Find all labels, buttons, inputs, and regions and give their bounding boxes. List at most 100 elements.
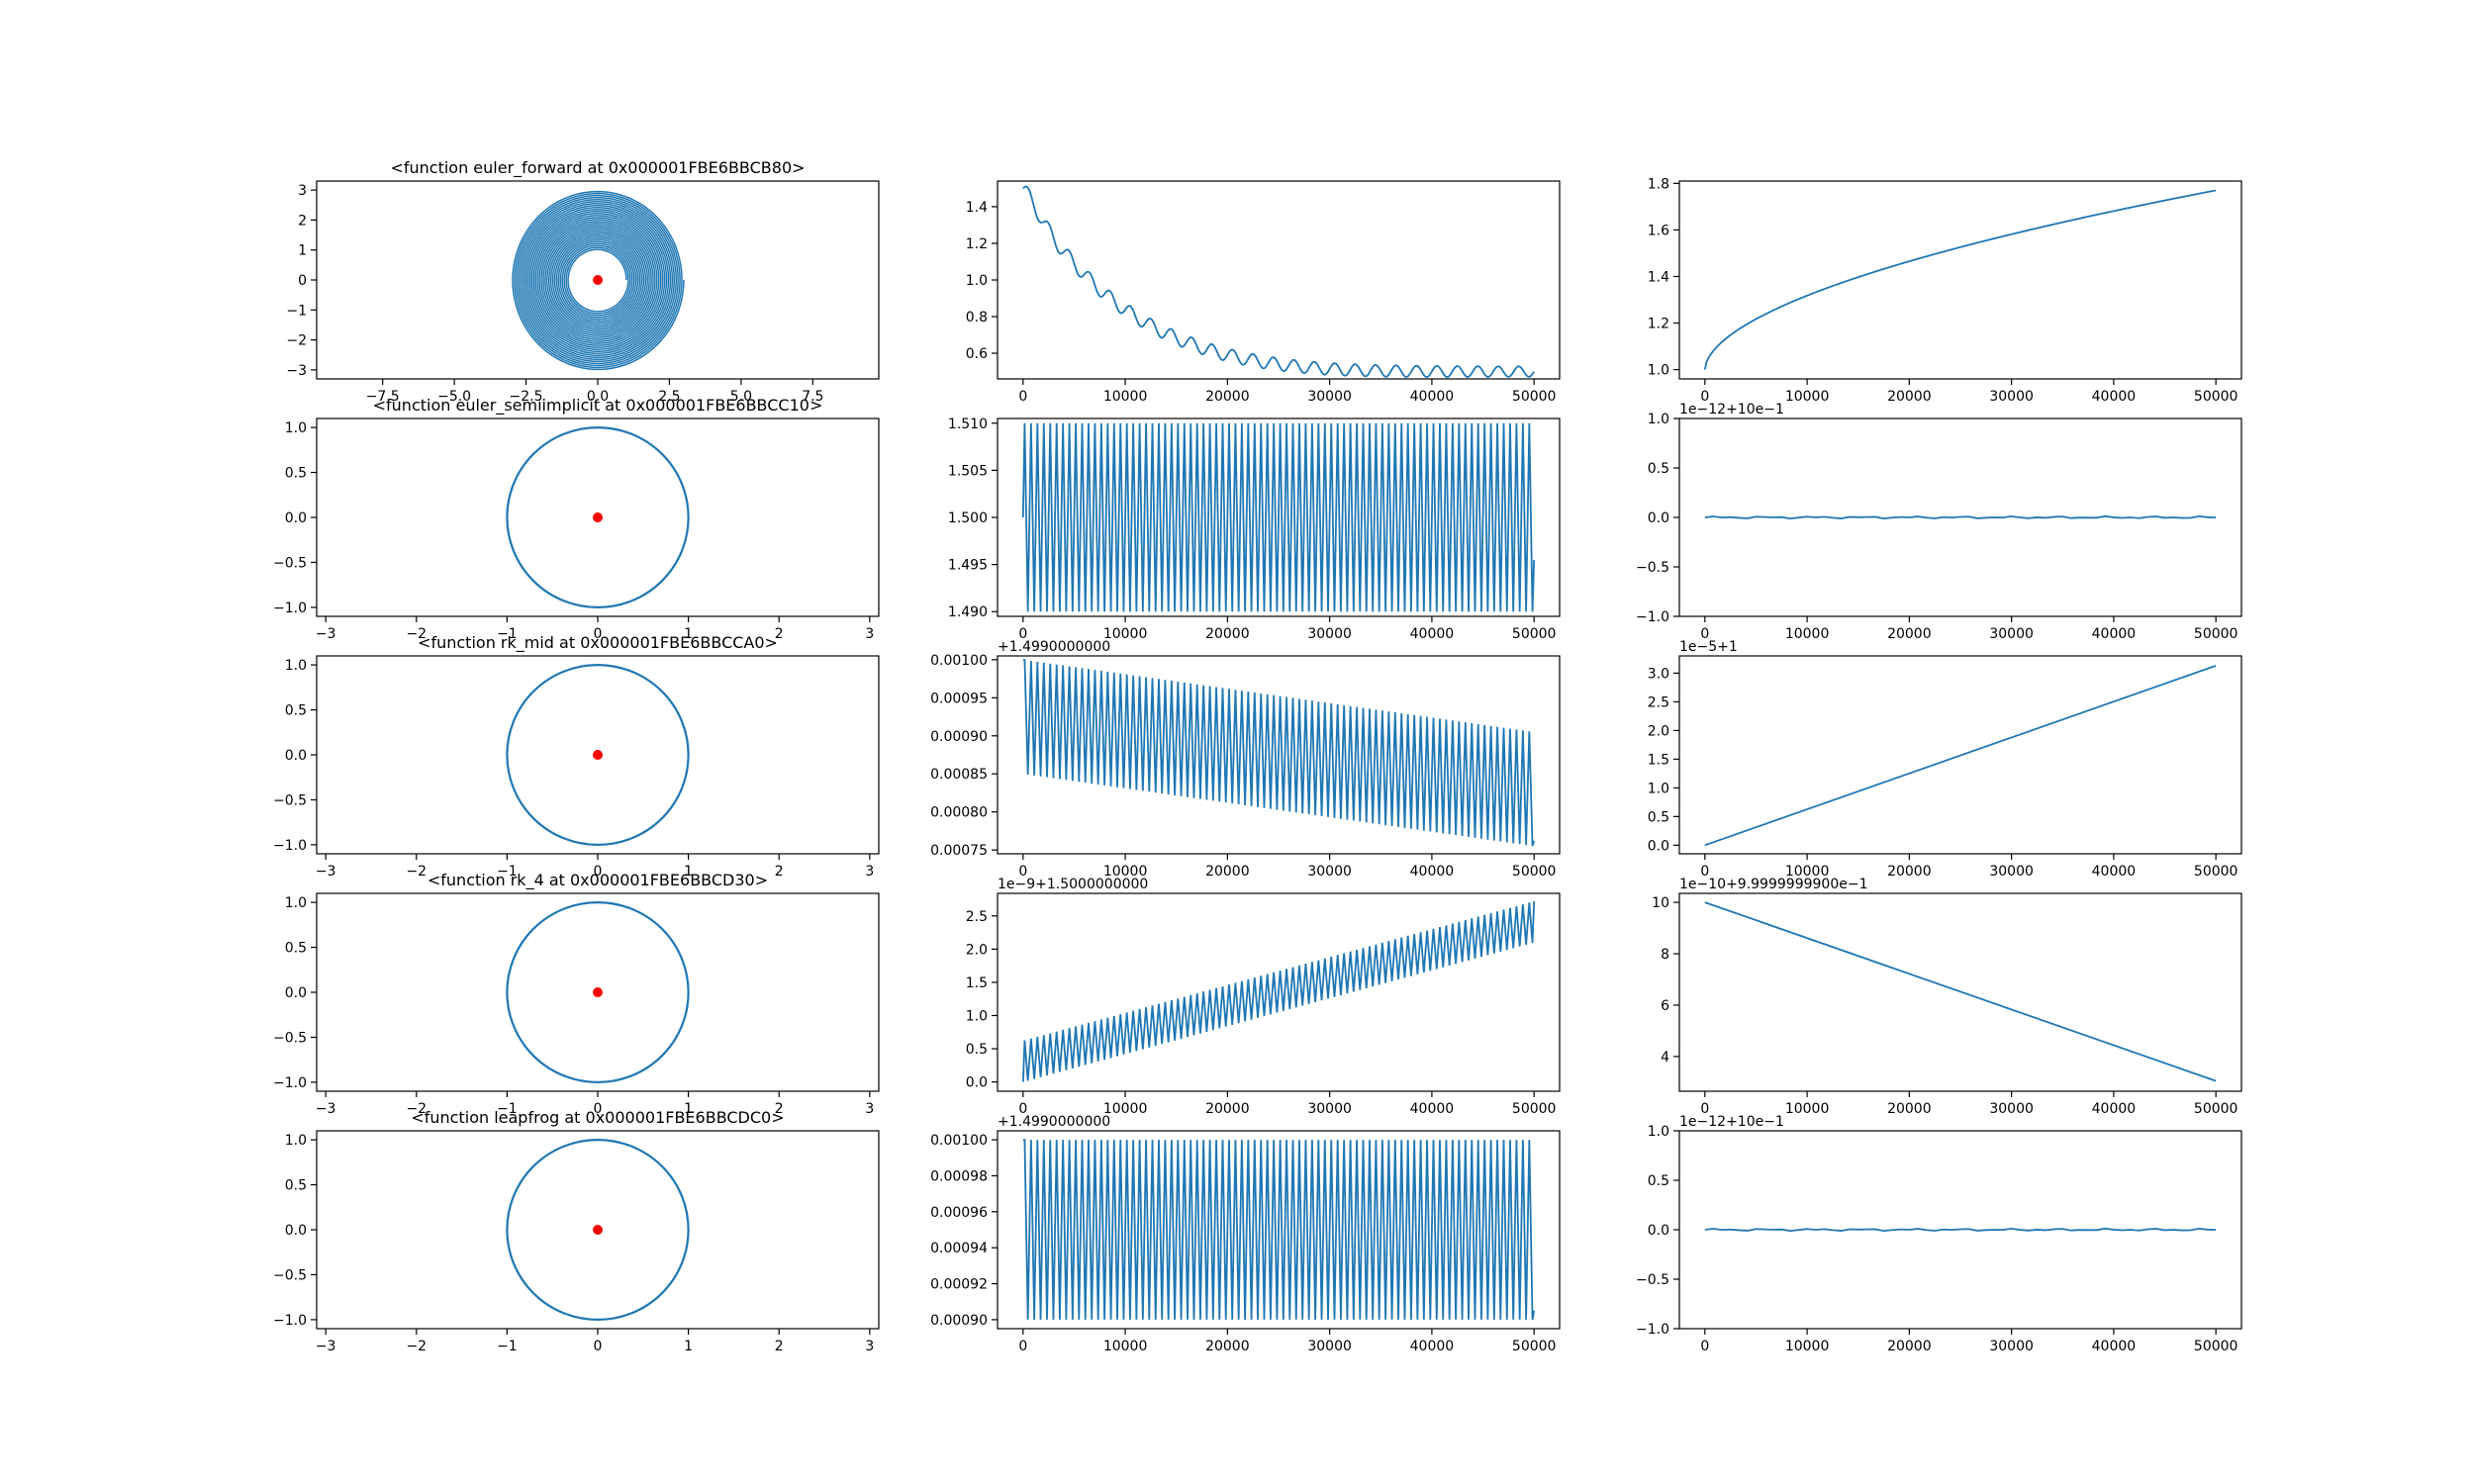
origin-marker bbox=[593, 987, 603, 997]
y-tick-label: 1.0 bbox=[1648, 363, 1669, 379]
y-tick-label: 0.5 bbox=[285, 466, 307, 482]
chart-title: <function rk_mid at 0x000001FBE6BBCCA0> bbox=[418, 633, 778, 653]
x-tick-label: 40000 bbox=[2092, 1339, 2137, 1354]
series-line bbox=[1703, 189, 2217, 370]
y-tick-label: −1.0 bbox=[1636, 1322, 1669, 1338]
x-tick-label: 0 bbox=[594, 626, 603, 642]
x-tick-label: 20000 bbox=[1205, 626, 1250, 642]
y-tick-label: 1.0 bbox=[285, 895, 307, 911]
plot-area bbox=[1704, 901, 2217, 1082]
y-tick-label: 0.00085 bbox=[930, 767, 988, 783]
chart-6: 0 10000 20000 30000 40000 50000 −1.0 −0.5 0.0 0.5… bbox=[1636, 402, 2242, 642]
plot-area bbox=[1703, 189, 2217, 370]
x-tick-label: 40000 bbox=[1410, 626, 1455, 642]
x-tick-label: −7.5 bbox=[366, 389, 400, 405]
y-tick-label: 1.490 bbox=[948, 604, 988, 620]
chart-10: −3 −2 −1 0 1 2 3 −1.0 −0.5 0.0 0.5 1.0 <function rk_… bbox=[273, 871, 880, 1117]
y-tick-label: −1.0 bbox=[1636, 609, 1669, 625]
x-tick-label: 3 bbox=[865, 1101, 874, 1117]
x-tick-label: 10000 bbox=[1103, 864, 1148, 880]
x-tick-label: 2 bbox=[775, 1101, 784, 1117]
x-tick-label: −1 bbox=[497, 626, 518, 642]
x-tick-label: 50000 bbox=[1512, 626, 1557, 642]
x-tick-label: 0 bbox=[1018, 1339, 1027, 1354]
y-tick-label: −0.5 bbox=[273, 792, 307, 808]
plot-area bbox=[1704, 514, 2217, 520]
series-line bbox=[1704, 1227, 2217, 1233]
x-tick-label: 20000 bbox=[1887, 1101, 1932, 1117]
x-tick-label: 2 bbox=[775, 864, 784, 880]
x-tick-label: −1 bbox=[497, 1339, 518, 1354]
x-tick-label: −5.0 bbox=[437, 389, 471, 405]
x-tick-label: 20000 bbox=[1887, 389, 1932, 405]
y-tick-label: −2 bbox=[286, 333, 307, 349]
y-tick-label: 6 bbox=[1661, 998, 1669, 1014]
x-tick-label: 40000 bbox=[1410, 864, 1455, 880]
axes-frame bbox=[997, 1130, 1561, 1330]
plot-area bbox=[506, 900, 690, 1084]
orbit-line bbox=[506, 900, 690, 1084]
orbit-line bbox=[506, 663, 690, 847]
chart-11: 0 10000 20000 30000 40000 50000 0.0 0.5 1.0 1.5 2.… bbox=[966, 877, 1561, 1117]
x-tick-label: 0 bbox=[594, 1101, 603, 1117]
chart-5: 0 10000 20000 30000 40000 50000 1.490 1.495 1.50… bbox=[948, 417, 1561, 642]
y-tick-label: −1.0 bbox=[273, 1075, 307, 1091]
series-line bbox=[1704, 514, 2217, 520]
x-tick-label: 40000 bbox=[2092, 626, 2137, 642]
x-tick-label: 10000 bbox=[1785, 1339, 1830, 1354]
y-tick-label: 0.0 bbox=[285, 748, 307, 764]
y-tick-label: 2 bbox=[298, 213, 307, 229]
y-tick-label: 1.510 bbox=[948, 417, 988, 432]
x-tick-label: 10000 bbox=[1103, 626, 1148, 642]
axis-offset-label: 1e−12+10e−1 bbox=[1679, 402, 1784, 417]
chart-2: 0 10000 20000 30000 40000 50000 0.6 0.8 1.0 1.2 1.… bbox=[966, 180, 1561, 405]
x-tick-label: 30000 bbox=[1307, 626, 1352, 642]
x-tick-label: 40000 bbox=[1410, 1101, 1455, 1117]
origin-marker bbox=[593, 1225, 603, 1235]
axis-offset-label: 1e−5+1 bbox=[1679, 639, 1738, 655]
y-tick-label: −1.0 bbox=[273, 1313, 307, 1329]
plot-area bbox=[1021, 901, 1536, 1082]
orbit-spiral-line bbox=[512, 190, 685, 371]
y-tick-label: 0.5 bbox=[966, 1042, 988, 1058]
plot-area bbox=[506, 425, 690, 609]
x-tick-label: −3 bbox=[316, 864, 336, 880]
x-tick-label: 50000 bbox=[2194, 1101, 2238, 1117]
x-tick-label: 20000 bbox=[1887, 626, 1932, 642]
x-tick-label: −3 bbox=[316, 1339, 336, 1354]
x-tick-label: 0 bbox=[1018, 626, 1027, 642]
chart-7: −3 −2 −1 0 1 2 3 −1.0 −0.5 0.0 0.5 1.0 <function rk_… bbox=[273, 633, 880, 880]
x-tick-label: 30000 bbox=[1989, 1339, 2034, 1354]
y-tick-label: 0.0 bbox=[1648, 838, 1669, 854]
y-tick-label: 0.0 bbox=[1648, 1223, 1669, 1239]
x-tick-label: 3 bbox=[865, 626, 874, 642]
x-tick-label: 20000 bbox=[1205, 864, 1250, 880]
y-tick-label: 0.0 bbox=[1648, 510, 1669, 526]
y-tick-label: 1.0 bbox=[1648, 1124, 1669, 1140]
y-tick-label: 0.5 bbox=[1648, 461, 1669, 477]
x-tick-label: 30000 bbox=[1307, 1339, 1352, 1354]
series-line bbox=[1022, 185, 1535, 379]
x-tick-label: −2.5 bbox=[510, 389, 543, 405]
x-tick-label: 0 bbox=[1700, 1339, 1709, 1354]
origin-marker bbox=[593, 275, 603, 285]
chart-12: 0 10000 20000 30000 40000 50000 4 6 8 10 1e−10+9.9… bbox=[1652, 877, 2242, 1117]
y-tick-label: 0.00098 bbox=[930, 1168, 988, 1184]
y-tick-label: −0.5 bbox=[1636, 560, 1669, 576]
axes-frame bbox=[1678, 180, 2242, 380]
x-tick-label: 1 bbox=[684, 864, 693, 880]
axes-frame bbox=[1678, 892, 2242, 1092]
chart-title: <function rk_4 at 0x000001FBE6BBCD30> bbox=[428, 871, 768, 890]
x-tick-label: 10000 bbox=[1785, 864, 1830, 880]
x-tick-label: −1 bbox=[497, 1101, 518, 1117]
origin-marker bbox=[593, 750, 603, 760]
chart-13: −3 −2 −1 0 1 2 3 −1.0 −0.5 0.0 0.5 1.0 <function lea… bbox=[273, 1108, 880, 1354]
axes-frame bbox=[997, 655, 1561, 855]
y-tick-label: 1.495 bbox=[948, 558, 988, 574]
y-tick-label: 1.0 bbox=[285, 420, 307, 436]
series-line bbox=[1022, 1139, 1536, 1321]
y-tick-label: −0.5 bbox=[273, 1030, 307, 1046]
x-tick-label: 40000 bbox=[2092, 1101, 2137, 1117]
x-tick-label: 30000 bbox=[1989, 389, 2034, 405]
